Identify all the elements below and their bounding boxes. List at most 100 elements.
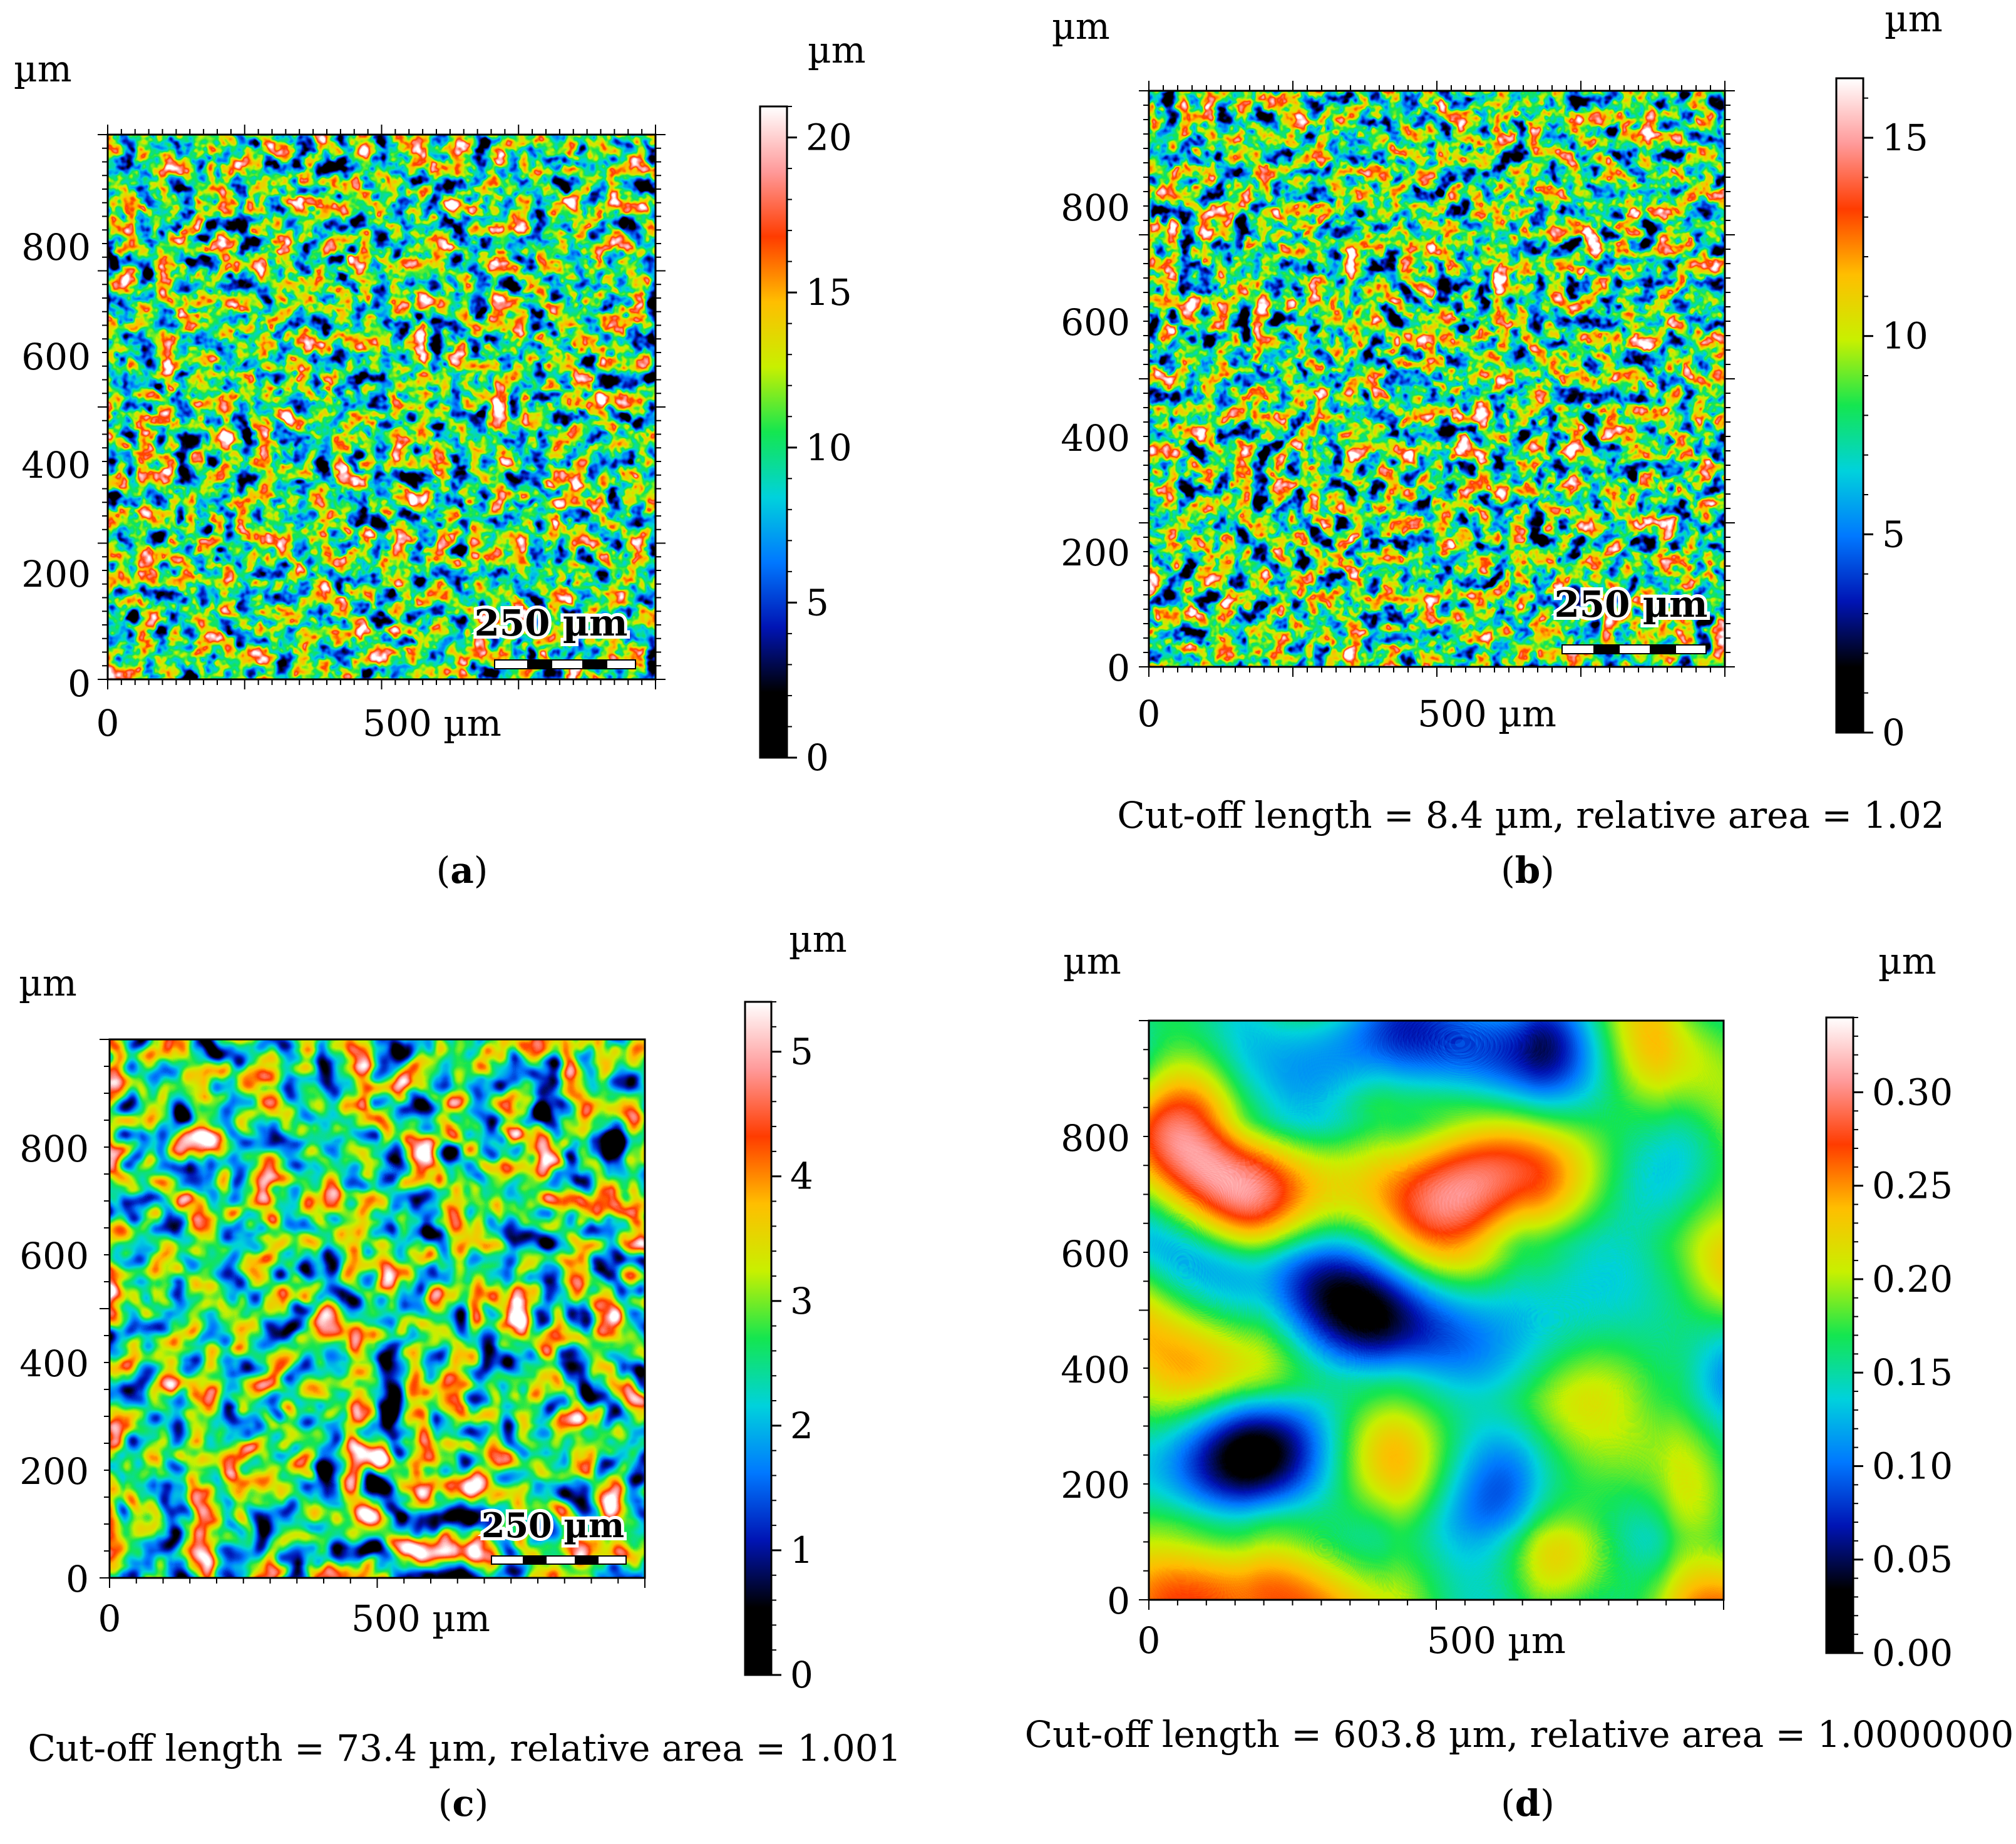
x-tick-label: 0 <box>98 1597 121 1640</box>
colorbar-tick-label: 0.20 <box>1872 1258 1953 1301</box>
y-unit-label: µm <box>1052 5 1110 48</box>
y-tick-label: 0 <box>66 1558 89 1600</box>
scale-bar: 250 µm <box>1551 580 1711 654</box>
y-tick-label: 400 <box>19 1342 89 1385</box>
x-tick-label: 500 µm <box>351 1597 490 1640</box>
colorbar <box>1836 78 1863 733</box>
y-tick-label: 800 <box>1061 187 1130 229</box>
colorbar-unit-label: µm <box>1885 0 1943 40</box>
heatmap-image <box>110 1039 645 1578</box>
y-tick-label: 200 <box>1061 532 1130 574</box>
y-tick-label: 200 <box>1061 1464 1130 1507</box>
colorbar-tick-label: 0 <box>790 1654 813 1696</box>
colorbar-tick-label: 10 <box>1882 315 1928 358</box>
colorbar-tick-label: 4 <box>790 1155 813 1198</box>
y-tick-label: 400 <box>1061 417 1130 460</box>
colorbar-unit-label: µm <box>1878 940 1936 982</box>
scale-bar: 250 µm <box>471 599 636 669</box>
colorbar-ticks: 0 1 2 3 4 5 <box>771 1001 813 1696</box>
x-minor-ticks <box>107 679 656 689</box>
colorbar-tick-label: 10 <box>806 426 852 469</box>
colorbar-tick-label: 15 <box>1882 116 1928 159</box>
colorbar-tick-label: 3 <box>790 1280 813 1322</box>
y-minor-ticks <box>100 1039 110 1579</box>
panel-b: µm µm 0 500 µm 0 200 400 600 800 250 µm … <box>1052 0 1945 892</box>
colorbar-tick-label: 0.00 <box>1872 1632 1953 1674</box>
colorbar <box>745 1002 771 1675</box>
top-minor-ticks <box>107 125 656 135</box>
y-tick-label: 200 <box>21 553 91 595</box>
colorbar-ticks: 0 5 10 15 <box>1863 97 1928 754</box>
colorbar-tick-label: 0 <box>1882 711 1905 754</box>
y-tick-label: 400 <box>21 444 91 487</box>
x-tick-label: 0 <box>1138 1619 1161 1662</box>
y-minor-ticks <box>98 134 108 680</box>
x-minor-ticks <box>109 1578 645 1588</box>
y-tick-label: 0 <box>1107 1580 1130 1622</box>
heatmap-image <box>1149 1021 1724 1600</box>
caption: Cut-off length = 73.4 µm, relative area … <box>28 1727 901 1769</box>
colorbar-tick-label: 5 <box>790 1031 813 1073</box>
x-minor-ticks <box>1148 667 1725 677</box>
colorbar-ticks: 0 5 10 15 20 <box>787 106 852 779</box>
top-minor-ticks <box>1148 81 1725 91</box>
panel-label: (b) <box>1501 849 1555 892</box>
x-tick-label: 0 <box>96 702 120 744</box>
y-minor-ticks <box>1139 90 1149 667</box>
y-tick-label: 600 <box>21 336 91 378</box>
panel-a: µm µm 0 500 µm 0 200 400 600 800 250 µm … <box>14 29 866 892</box>
y-tick-label: 0 <box>1107 647 1130 689</box>
colorbar-unit-label: µm <box>808 29 866 71</box>
colorbar-tick-label: 2 <box>790 1404 813 1447</box>
panel-label: (a) <box>436 849 488 892</box>
y-unit-label: µm <box>14 48 72 90</box>
colorbar-unit-label: µm <box>789 918 847 961</box>
panel-label: (d) <box>1501 1782 1555 1825</box>
x-tick-label: 500 µm <box>1417 693 1556 735</box>
y-tick-label: 400 <box>1061 1349 1130 1391</box>
x-tick-label: 500 µm <box>363 702 501 744</box>
y-tick-label: 800 <box>21 226 91 269</box>
colorbar-tick-label: 0.15 <box>1872 1351 1953 1394</box>
y-tick-label: 800 <box>19 1128 89 1170</box>
colorbar-ticks: 0.00 0.05 0.10 0.15 0.20 0.25 0.30 <box>1853 1017 1953 1674</box>
colorbar <box>1826 1017 1853 1653</box>
colorbar-frame <box>744 1001 773 1676</box>
y-tick-label: 600 <box>19 1235 89 1277</box>
x-tick-label: 0 <box>1138 693 1161 735</box>
x-minor-ticks <box>1148 1600 1724 1610</box>
y-minor-ticks <box>1139 1020 1149 1600</box>
colorbar-tick-label: 0 <box>806 736 829 779</box>
colorbar-tick-label: 0.05 <box>1872 1538 1953 1581</box>
colorbar-frame <box>1835 77 1864 734</box>
heatmap-image <box>1149 91 1725 667</box>
y-tick-label: 600 <box>1061 301 1130 344</box>
colorbar-tick-label: 0.25 <box>1872 1165 1953 1207</box>
scale-bar: 250 µm <box>478 1502 627 1565</box>
scale-bar-label: 250 µm <box>1554 583 1707 626</box>
scale-bar-label: 250 µm <box>474 602 627 644</box>
heatmap-image <box>108 135 656 679</box>
colorbar <box>760 106 787 758</box>
right-minor-ticks <box>1725 90 1735 667</box>
caption: Cut-off length = 8.4 µm, relative area =… <box>1117 794 1944 837</box>
x-tick-label: 500 µm <box>1427 1619 1566 1662</box>
colorbar-tick-label: 5 <box>806 581 829 624</box>
y-tick-label: 200 <box>19 1450 89 1493</box>
caption: Cut-off length = 603.8 µm, relative area… <box>1025 1713 2016 1756</box>
panel-c: µm µm 0 500 µm 0 200 400 600 800 250 µm … <box>19 918 902 1825</box>
colorbar-tick-label: 0.30 <box>1872 1071 1953 1113</box>
right-minor-ticks <box>656 134 666 680</box>
colorbar-tick-label: 5 <box>1882 513 1905 555</box>
panel-label: (c) <box>438 1782 489 1825</box>
y-unit-label: µm <box>1063 940 1121 982</box>
colorbar-tick-label: 20 <box>806 116 852 159</box>
colorbar-tick-label: 1 <box>790 1529 813 1572</box>
colorbar-tick-label: 0.10 <box>1872 1445 1953 1487</box>
colorbar-tick-label: 15 <box>806 271 852 314</box>
y-tick-label: 0 <box>68 662 91 705</box>
y-unit-label: µm <box>19 962 77 1004</box>
y-tick-label: 800 <box>1061 1117 1130 1160</box>
panel-d: µm µm 0 500 µm 0 200 400 600 800 0.000.0… <box>1025 940 2016 1825</box>
